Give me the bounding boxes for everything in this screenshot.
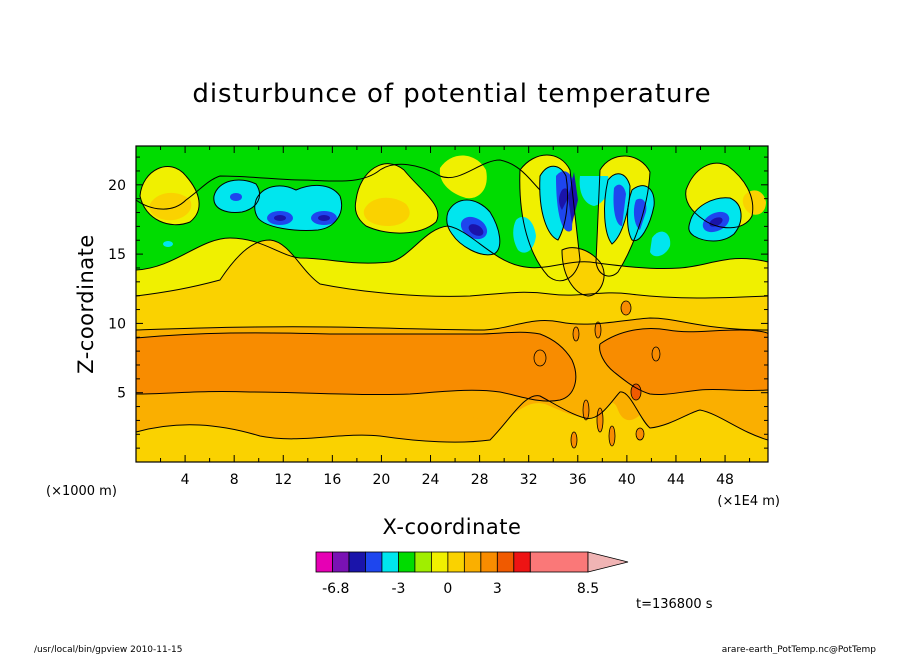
time-label: t=136800 s (636, 597, 713, 612)
orange-cell-e (572, 326, 580, 342)
x-tick-label: 32 (520, 472, 538, 488)
colorbar-segment (365, 551, 383, 573)
x-unit-label: (×1E4 m) (717, 494, 780, 509)
y-unit-label: (×1000 m) (46, 484, 117, 499)
y-tick-label: 15 (108, 247, 126, 263)
orange-cell-i (570, 431, 578, 449)
cyan-dot (163, 241, 173, 247)
x-axis-ticks: 4 8 12 16 20 24 28 32 36 40 44 48 (160, 146, 751, 488)
orange-cell-b (630, 383, 642, 401)
colorbar-segment (496, 551, 515, 573)
center-cyan-6 (650, 231, 671, 257)
center-blue-3 (613, 184, 626, 226)
y-tick-label: 20 (108, 178, 126, 194)
colorbar (315, 551, 629, 573)
yellow-blob-3 (439, 155, 487, 199)
x-tick-label: 12 (274, 472, 292, 488)
orange-cell-a (533, 349, 547, 367)
center-cyan-2 (579, 176, 610, 206)
footer-right: arare-earth_PotTemp.nc@PotTemp (722, 645, 877, 654)
colorbar-segment (315, 551, 333, 573)
x-tick-label: 36 (569, 472, 587, 488)
center-navy-2 (559, 188, 569, 210)
colorbar-segment (398, 551, 416, 573)
navy-core-3 (318, 215, 330, 221)
x-tick-label: 16 (323, 472, 341, 488)
center-cyan-5 (513, 216, 536, 253)
colorbar-segment (447, 551, 465, 573)
plot-frame (135, 145, 769, 463)
contour-lines (136, 154, 768, 443)
x-tick-label: 20 (373, 472, 391, 488)
x-axis-label: X-coordinate (383, 515, 522, 539)
layer-dark-orange-left (136, 332, 576, 402)
x-tick-label: 24 (422, 472, 440, 488)
colorbar-segment (513, 551, 531, 573)
chart-title: disturbunce of potential temperature (192, 79, 711, 109)
contour-field (136, 146, 768, 462)
colorbar-segment (529, 551, 589, 573)
orange-cell-j (608, 425, 616, 447)
colorbar-label: 3 (493, 581, 502, 597)
orange-cell-g (582, 399, 590, 421)
gold-blob-4 (742, 190, 766, 215)
colorbar-segment (381, 551, 399, 573)
orange-cell-k (635, 427, 645, 441)
colorbar-labels: -6.8 -3 0 3 8.5 (322, 581, 599, 597)
layer-dark-orange-right (599, 328, 768, 395)
navy-core-4 (468, 224, 484, 236)
center-blue-4 (633, 198, 647, 230)
colorbar-label: -3 (391, 581, 405, 597)
x-tick-label: 40 (618, 472, 636, 488)
colorbar-segment (480, 551, 498, 573)
orange-cell-f (594, 321, 602, 339)
colorbar-segment (414, 551, 432, 573)
x-tick-label: 4 (181, 472, 190, 488)
x-tick-label: 48 (716, 472, 734, 488)
x-tick-label: 8 (230, 472, 239, 488)
colorbar-label: -6.8 (322, 581, 349, 597)
orange-cell-c (651, 346, 661, 362)
x-tick-label: 28 (471, 472, 489, 488)
colorbar-segment (463, 551, 482, 573)
y-tick-label: 5 (117, 386, 126, 402)
gold-blob-2 (363, 197, 410, 226)
orange-cell-d (620, 300, 632, 316)
colorbar-segment (348, 551, 366, 573)
colorbar-extend-arrow (587, 551, 629, 573)
y-axis-ticks: 5 10 15 20 (108, 156, 768, 449)
y-tick-label: 10 (108, 316, 126, 332)
colorbar-segment (332, 551, 350, 573)
gold-blob-1 (149, 192, 192, 221)
x-tick-label: 44 (667, 472, 685, 488)
center-gold (562, 247, 605, 296)
green-band (136, 146, 540, 210)
colorbar-segment (430, 551, 449, 573)
colorbar-label: 8.5 (577, 581, 599, 597)
footer-left: /usr/local/bin/gpview 2010-11-15 (34, 645, 182, 654)
orange-cell-h (596, 407, 604, 433)
colorbar-label: 0 (443, 581, 452, 597)
blue-core-1 (230, 193, 242, 201)
y-axis-label: Z-coordinate (74, 234, 98, 374)
navy-core-2 (274, 215, 286, 221)
